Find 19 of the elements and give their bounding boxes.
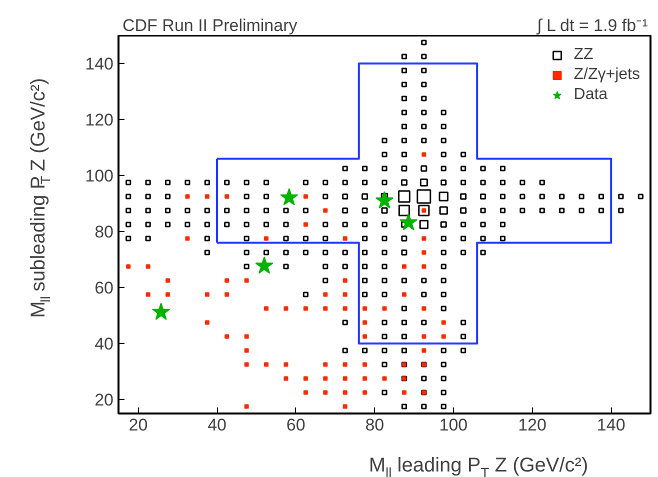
x-tick-label: 60 bbox=[286, 416, 306, 434]
y-tick-label: 120 bbox=[85, 110, 114, 130]
x-tick-label: 140 bbox=[596, 416, 626, 434]
x-tick-label: 20 bbox=[128, 416, 148, 434]
x-tick-label: 100 bbox=[439, 416, 468, 434]
x-tick-label: 120 bbox=[518, 416, 546, 434]
chart-title: CDF Run II Preliminary bbox=[122, 16, 298, 35]
text: ∫ L dt = 1.9 fb⁻¹ bbox=[536, 16, 648, 35]
y-tick-label: 80 bbox=[94, 222, 114, 242]
legend-label: Z/Zγ+jets bbox=[574, 66, 640, 84]
legend-label: Data bbox=[574, 86, 608, 104]
y-tick-label: 140 bbox=[85, 54, 114, 74]
x-tick-label: 40 bbox=[208, 416, 226, 434]
y-tick-label: 60 bbox=[94, 278, 114, 298]
legend-label: ZZ bbox=[574, 46, 594, 64]
y-tick-label: 20 bbox=[94, 390, 114, 410]
y-tick-label: 40 bbox=[94, 334, 114, 354]
y-tick-label: 100 bbox=[85, 166, 114, 186]
x-tick-label: 80 bbox=[365, 416, 384, 434]
